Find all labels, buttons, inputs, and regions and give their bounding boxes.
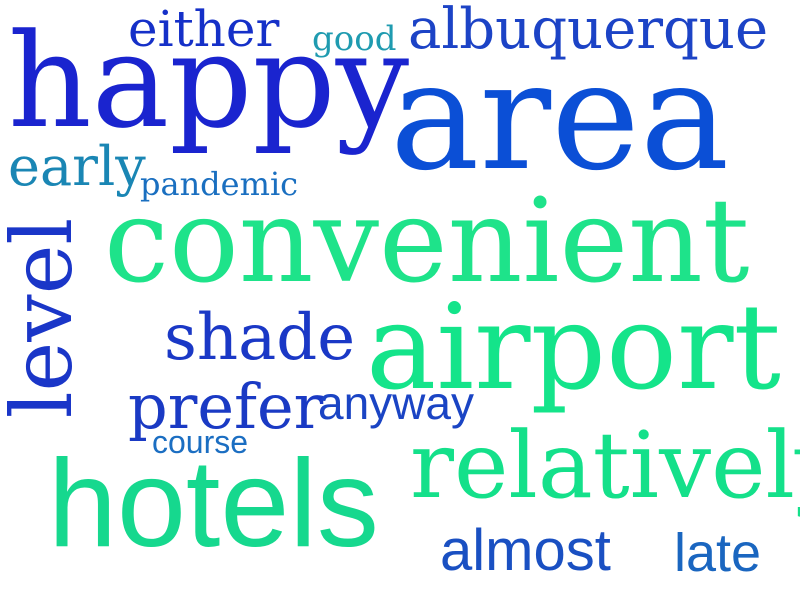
word-level: level <box>0 218 84 419</box>
word-late: late <box>674 526 761 580</box>
word-either: either <box>128 4 279 54</box>
word-almost: almost <box>440 522 611 580</box>
word-hotels: hotels <box>48 442 379 566</box>
word-area: area <box>390 42 729 192</box>
word-relatively: relatively <box>410 420 800 512</box>
word-shade: shade <box>164 306 355 370</box>
word-good: good <box>312 22 396 56</box>
word-albuquerque: albuquerque <box>408 2 768 58</box>
